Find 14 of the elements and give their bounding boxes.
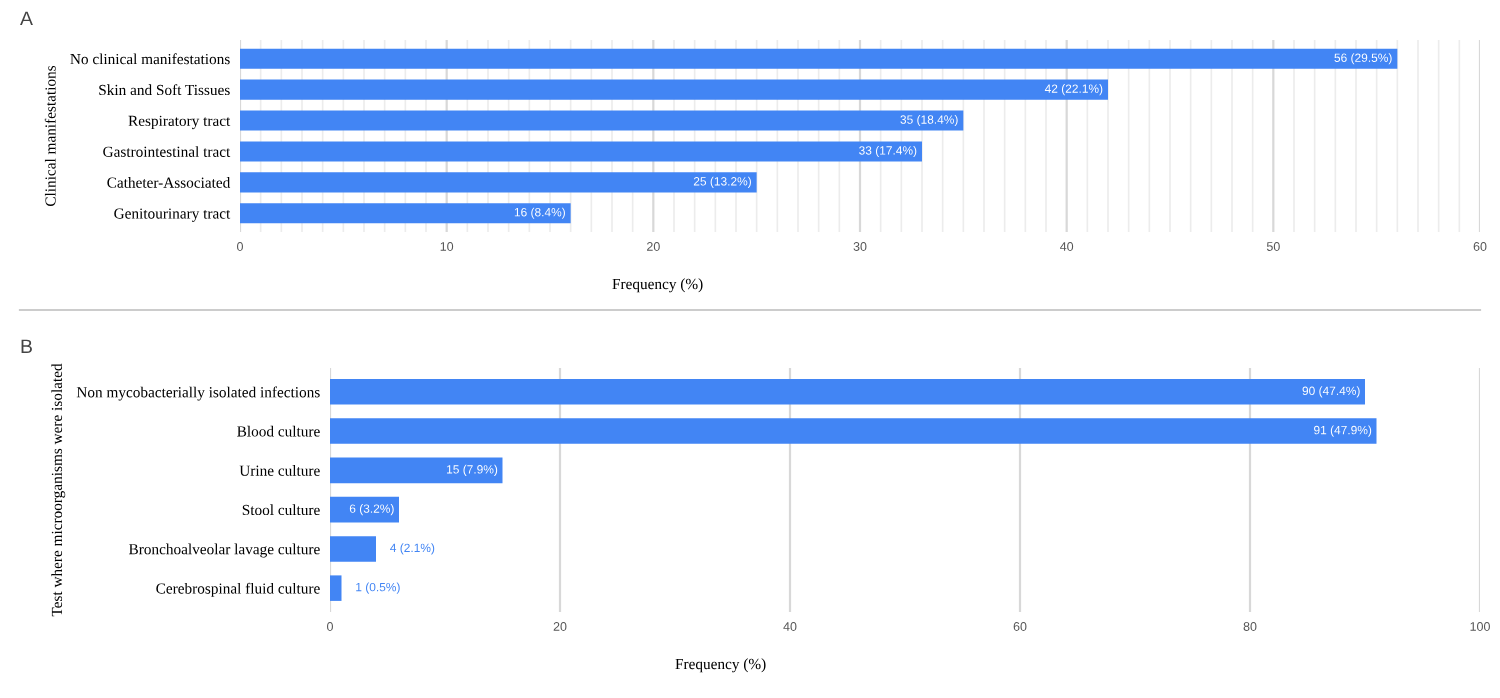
bar bbox=[240, 79, 1108, 100]
bar bbox=[330, 379, 1365, 405]
bar bbox=[330, 575, 342, 601]
bar bbox=[240, 110, 964, 131]
bar bbox=[330, 457, 503, 484]
bar bbox=[330, 418, 1377, 444]
bar bbox=[240, 203, 571, 224]
text: A bbox=[20, 11, 33, 26]
bar bbox=[240, 141, 922, 162]
bar bbox=[330, 496, 399, 523]
text: B bbox=[21, 339, 32, 354]
bar bbox=[330, 536, 376, 562]
bar bbox=[240, 48, 1398, 69]
bar bbox=[240, 172, 757, 193]
